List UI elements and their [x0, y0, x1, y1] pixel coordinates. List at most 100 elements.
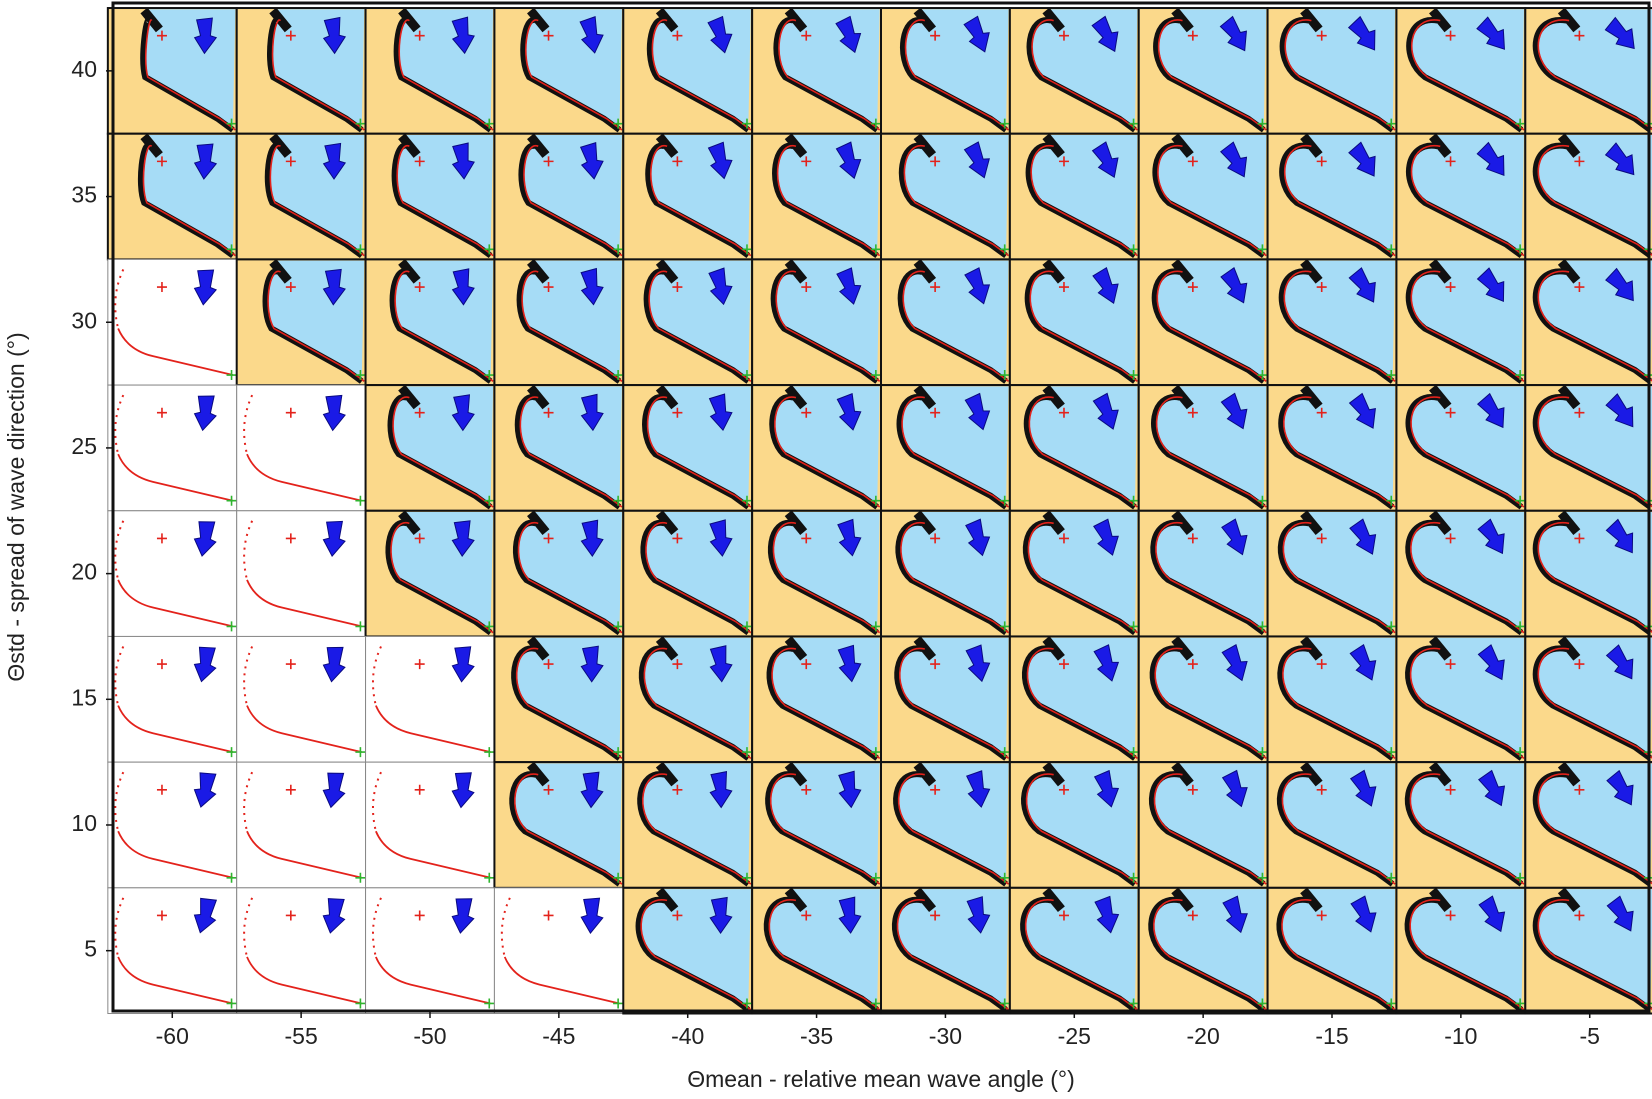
panel [622, 635, 754, 764]
wave-rose [451, 268, 475, 306]
panel [106, 132, 238, 261]
wave-rose [1604, 142, 1635, 176]
wave-rose [835, 141, 862, 180]
marker [870, 747, 881, 758]
y-tick-label: 30 [71, 307, 97, 333]
marker [1058, 533, 1069, 544]
marker [801, 30, 812, 41]
panel [751, 886, 882, 1015]
wave-rose [1476, 267, 1505, 303]
panel [1395, 132, 1527, 261]
wave-rose [965, 518, 991, 557]
x-axis-label: Θmean - relative mean wave angle (°) [687, 1066, 1075, 1092]
marker [484, 495, 495, 506]
empty-panel [236, 887, 367, 1015]
shoreline [646, 17, 751, 133]
marker [801, 533, 812, 544]
panel [1524, 7, 1652, 135]
marker [1386, 244, 1397, 255]
panel [1524, 886, 1652, 1015]
wave-rose [708, 267, 733, 306]
marker [930, 659, 941, 670]
model-shoreline [651, 19, 752, 131]
marker [1316, 784, 1327, 795]
panel [1137, 761, 1269, 889]
marker [1386, 118, 1397, 129]
x-tick-label: -40 [671, 1023, 704, 1049]
wave-rose [837, 644, 862, 683]
marker [484, 244, 495, 255]
wave-rose [1219, 141, 1248, 178]
wave-rose [837, 518, 862, 557]
model-shoreline [117, 328, 234, 376]
model-shoreline [246, 705, 362, 753]
model-shoreline [1283, 396, 1396, 508]
model-shoreline [246, 453, 362, 502]
model-shoreline-dotted [371, 646, 382, 706]
wave-rose [707, 15, 733, 54]
model-shoreline [1284, 144, 1396, 257]
marker [226, 244, 237, 255]
model-shoreline [1281, 773, 1396, 885]
marker [484, 118, 495, 129]
model-shoreline [900, 522, 1010, 634]
model-shoreline [904, 19, 1010, 131]
x-tick-label: -35 [800, 1023, 833, 1049]
marker [543, 659, 554, 670]
model-shoreline-dotted [371, 771, 382, 832]
model-shoreline [1025, 773, 1138, 885]
empty-panel [493, 887, 624, 1015]
panel [1266, 7, 1398, 135]
marker [285, 282, 296, 293]
marker [1128, 872, 1139, 883]
wave-rose [580, 267, 604, 306]
model-shoreline [246, 956, 362, 1005]
marker [1128, 495, 1139, 506]
model-shoreline [1537, 396, 1652, 508]
empty-panel [236, 761, 367, 889]
panel [1137, 509, 1269, 638]
marker [741, 244, 752, 255]
shoreline [387, 394, 493, 510]
wave-rose [1348, 392, 1376, 429]
marker [1058, 659, 1069, 670]
shoreline [645, 142, 751, 259]
wave-rose [579, 16, 604, 54]
marker [1574, 910, 1585, 921]
model-shoreline [1537, 19, 1652, 131]
wave-rose [322, 268, 346, 306]
model-shoreline-dotted [114, 897, 125, 958]
wave-rose [1604, 16, 1635, 50]
panel [364, 384, 496, 512]
wave-rose [1220, 392, 1248, 430]
panel [751, 132, 882, 261]
panel [236, 384, 367, 512]
panel [493, 761, 625, 889]
model-shoreline [394, 270, 494, 382]
marker [414, 407, 425, 418]
marker [1187, 156, 1198, 167]
marker [484, 370, 495, 381]
wave-rose [1476, 141, 1505, 177]
model-shoreline [117, 830, 234, 879]
model-shoreline [1282, 647, 1396, 760]
marker [1187, 659, 1198, 670]
marker [999, 872, 1010, 883]
model-shoreline [1026, 647, 1138, 760]
panel [235, 7, 367, 135]
panel [107, 258, 238, 386]
wave-rose [1477, 644, 1505, 681]
marker [484, 747, 495, 758]
panel [880, 384, 1011, 512]
model-shoreline [1284, 19, 1396, 131]
model-shoreline [117, 705, 234, 753]
marker [1128, 370, 1139, 381]
panel [1395, 761, 1527, 889]
panel [622, 384, 754, 512]
wave-rose [193, 269, 217, 306]
marker [355, 872, 366, 883]
panel [880, 886, 1011, 1015]
marker [543, 910, 554, 921]
y-tick-label: 40 [71, 56, 97, 82]
panel [1008, 509, 1140, 638]
